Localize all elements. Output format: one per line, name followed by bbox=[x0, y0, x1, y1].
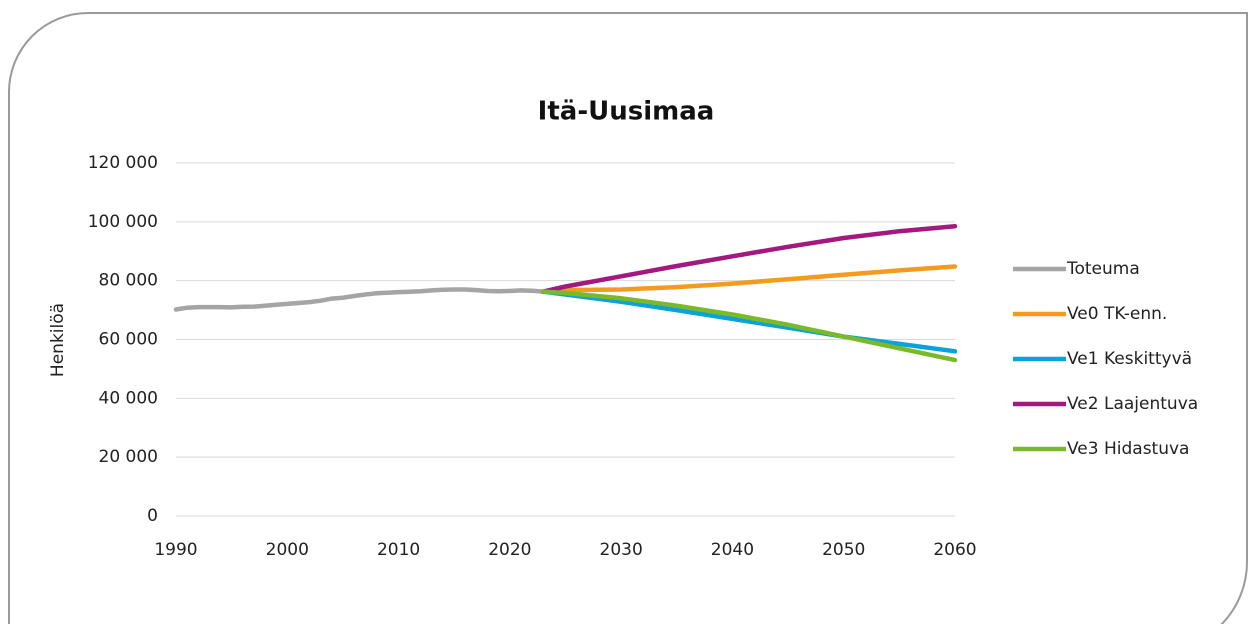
y-tick-label: 20 000 bbox=[99, 447, 158, 467]
y-tick-label: 60 000 bbox=[99, 330, 158, 350]
y-tick-label: 40 000 bbox=[99, 388, 158, 408]
series-line bbox=[540, 264, 958, 294]
y-tick-label: 80 000 bbox=[99, 271, 158, 291]
chart-title: Itä-Uusimaa bbox=[538, 97, 715, 127]
x-tick-label: 2020 bbox=[488, 540, 531, 560]
series-line bbox=[540, 289, 958, 354]
legend-label: Ve2 Laajentuva bbox=[1067, 394, 1198, 414]
legend-label: Ve3 Hidastuva bbox=[1067, 439, 1189, 459]
x-tick-label: 2010 bbox=[377, 540, 420, 560]
legend-label: Toteuma bbox=[1066, 259, 1140, 279]
series-line bbox=[540, 289, 958, 363]
x-tick-label: 1990 bbox=[154, 540, 197, 560]
frame bbox=[8, 12, 1248, 624]
x-tick-label: 2040 bbox=[711, 540, 754, 560]
series-line bbox=[540, 223, 958, 294]
x-tick-label: 2030 bbox=[600, 540, 643, 560]
x-tick-label: 2050 bbox=[822, 540, 865, 560]
series-line bbox=[173, 287, 546, 312]
y-tick-label: 100 000 bbox=[88, 212, 158, 232]
x-tick-label: 2000 bbox=[266, 540, 309, 560]
y-tick-label: 0 bbox=[147, 506, 158, 526]
y-axis-label: Henkilöä bbox=[48, 303, 68, 377]
y-tick-label: 120 000 bbox=[88, 153, 158, 173]
legend-label: Ve1 Keskittyvä bbox=[1067, 349, 1192, 369]
legend-label: Ve0 TK-enn. bbox=[1067, 304, 1167, 324]
x-tick-label: 2060 bbox=[933, 540, 976, 560]
